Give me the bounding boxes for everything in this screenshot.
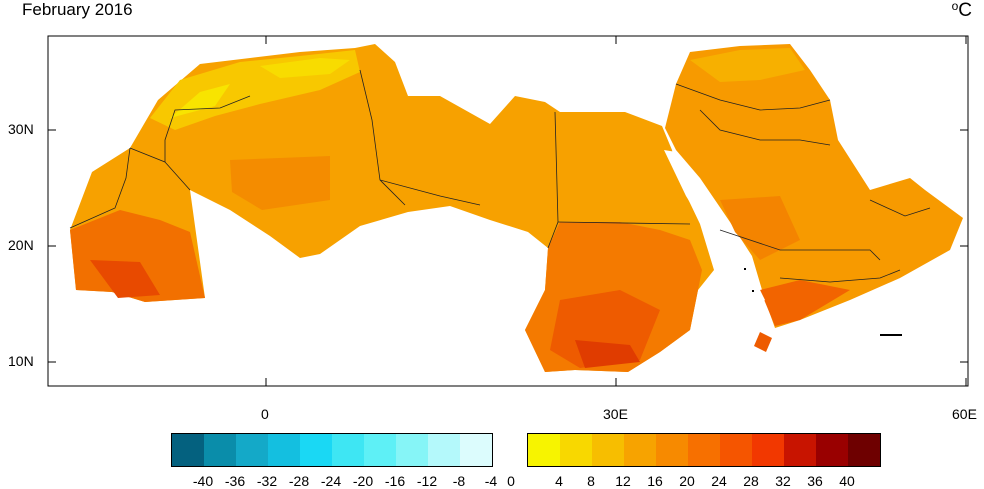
colorbar-label: 28 — [743, 473, 759, 489]
colorbar-warm-segment — [527, 433, 881, 467]
red-sea — [664, 150, 765, 306]
country-borders — [69, 69, 931, 283]
colorbar-swatch-warm-6 — [720, 434, 752, 466]
colorbar-swatch-warm-5 — [688, 434, 720, 466]
colorbar-swatch-warm-8 — [784, 434, 816, 466]
colorbar-label: 40 — [839, 473, 855, 489]
colorbar-swatch-cold-0 — [172, 434, 204, 466]
coastal-fragments — [744, 268, 902, 336]
colorbar-label: 12 — [615, 473, 631, 489]
y-tick-20n: 20N — [8, 237, 34, 253]
colorbar-label: 8 — [587, 473, 595, 489]
colorbar-label: -4 — [484, 473, 498, 489]
unit-label: oC — [951, 0, 972, 21]
colorbar-swatch-warm-7 — [752, 434, 784, 466]
y-tick-10n: 10N — [8, 353, 34, 369]
x-tick-0: 0 — [261, 406, 269, 422]
colorbar-label: 16 — [647, 473, 663, 489]
colorbar-cold-segment — [171, 433, 493, 467]
colorbar-label: 20 — [679, 473, 695, 489]
colorbar-swatch-cold-6 — [364, 434, 396, 466]
x-tick-30e: 30E — [603, 406, 628, 422]
map-frame — [47, 35, 969, 387]
axis-ticks — [48, 36, 968, 386]
colorbar-label: -20 — [352, 473, 374, 489]
colorbar-label: 4 — [555, 473, 563, 489]
colorbar-label: 32 — [775, 473, 791, 489]
north-africa-landmass — [70, 44, 714, 372]
colorbar-label: -8 — [452, 473, 466, 489]
colorbar-label: -36 — [224, 473, 246, 489]
colorbar-swatch-cold-5 — [332, 434, 364, 466]
colorbar-swatch-warm-0 — [528, 434, 560, 466]
colorbar-swatch-warm-9 — [816, 434, 848, 466]
colorbar-label: 0 — [507, 473, 515, 489]
colorbar-label: -40 — [192, 473, 214, 489]
colorbar-label: -24 — [320, 473, 342, 489]
colorbar-label: -12 — [416, 473, 438, 489]
colorbar-label: -32 — [256, 473, 278, 489]
colorbar-label: 36 — [807, 473, 823, 489]
map-title: February 2016 — [22, 0, 133, 19]
colorbar-swatch-cold-9 — [460, 434, 492, 466]
arabian-peninsula — [665, 44, 963, 352]
colorbar-label: 24 — [711, 473, 727, 489]
colorbar-swatch-warm-2 — [592, 434, 624, 466]
colorbar-swatch-warm-10 — [848, 434, 880, 466]
colorbar-swatch-warm-3 — [624, 434, 656, 466]
colorbar-swatch-cold-7 — [396, 434, 428, 466]
colorbar-swatch-cold-4 — [300, 434, 332, 466]
colorbar-swatch-cold-8 — [428, 434, 460, 466]
colorbar-label: -28 — [288, 473, 310, 489]
colorbar-swatch-warm-4 — [656, 434, 688, 466]
colorbar-swatch-cold-2 — [236, 434, 268, 466]
colorbar-swatch-warm-1 — [560, 434, 592, 466]
colorbar-swatch-cold-1 — [204, 434, 236, 466]
colorbar-label: -16 — [384, 473, 406, 489]
y-tick-30n: 30N — [8, 121, 34, 137]
x-tick-60e: 60E — [952, 406, 977, 422]
colorbar-swatch-cold-3 — [268, 434, 300, 466]
